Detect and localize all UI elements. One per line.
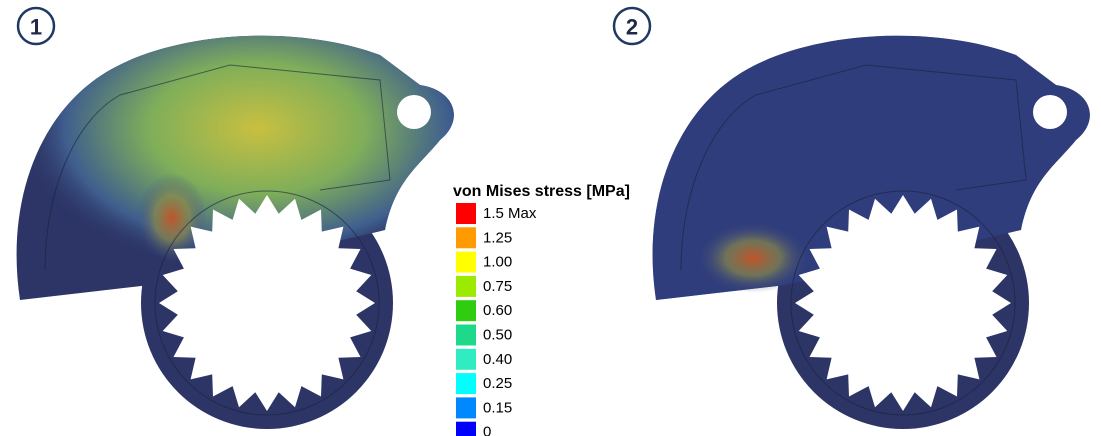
legend-label: 1.25 bbox=[483, 229, 512, 246]
pin-hole bbox=[1033, 95, 1067, 129]
legend-label: 0.40 bbox=[483, 351, 512, 368]
spline-hole bbox=[159, 195, 375, 411]
spline-hole bbox=[795, 195, 1011, 411]
legend-swatch bbox=[456, 422, 476, 436]
legend-swatch bbox=[456, 397, 476, 418]
legend-swatch bbox=[456, 349, 476, 370]
legend-swatch bbox=[456, 227, 476, 248]
stress-region bbox=[698, 223, 808, 293]
part-stress-plot-1 bbox=[17, 36, 454, 429]
legend-label: 0 bbox=[483, 424, 491, 436]
part-stress-plot-2 bbox=[653, 36, 1090, 429]
figure: 1 2 von Mises stress [MPa] 1.5 Max1.251.… bbox=[0, 0, 1101, 436]
legend-swatch bbox=[456, 325, 476, 346]
legend-swatch bbox=[456, 252, 476, 273]
legend-title: von Mises stress [MPa] bbox=[453, 183, 630, 200]
legend-label: 0.50 bbox=[483, 326, 512, 343]
legend: 1.5 Max 1.25 1.00 0.75 0.60 0.50 0.40 0.25 0.15 0 bbox=[456, 203, 537, 436]
legend-label: 0.25 bbox=[483, 375, 512, 392]
panel-label: 1 bbox=[30, 15, 42, 40]
panel-badge: 1 bbox=[18, 8, 54, 44]
pin-hole bbox=[397, 95, 431, 129]
legend-swatch bbox=[456, 276, 476, 297]
legend-swatch bbox=[456, 300, 476, 321]
panel-badge: 2 bbox=[614, 8, 650, 44]
legend-label: 0.60 bbox=[483, 302, 512, 319]
legend-label: 1.00 bbox=[483, 254, 512, 271]
legend-swatch bbox=[456, 203, 476, 224]
legend-label: 1.5 Max bbox=[483, 205, 537, 222]
legend-label: 0.75 bbox=[483, 278, 512, 295]
panel-label: 2 bbox=[626, 15, 638, 40]
legend-swatch bbox=[456, 373, 476, 394]
legend-label: 0.15 bbox=[483, 399, 512, 416]
